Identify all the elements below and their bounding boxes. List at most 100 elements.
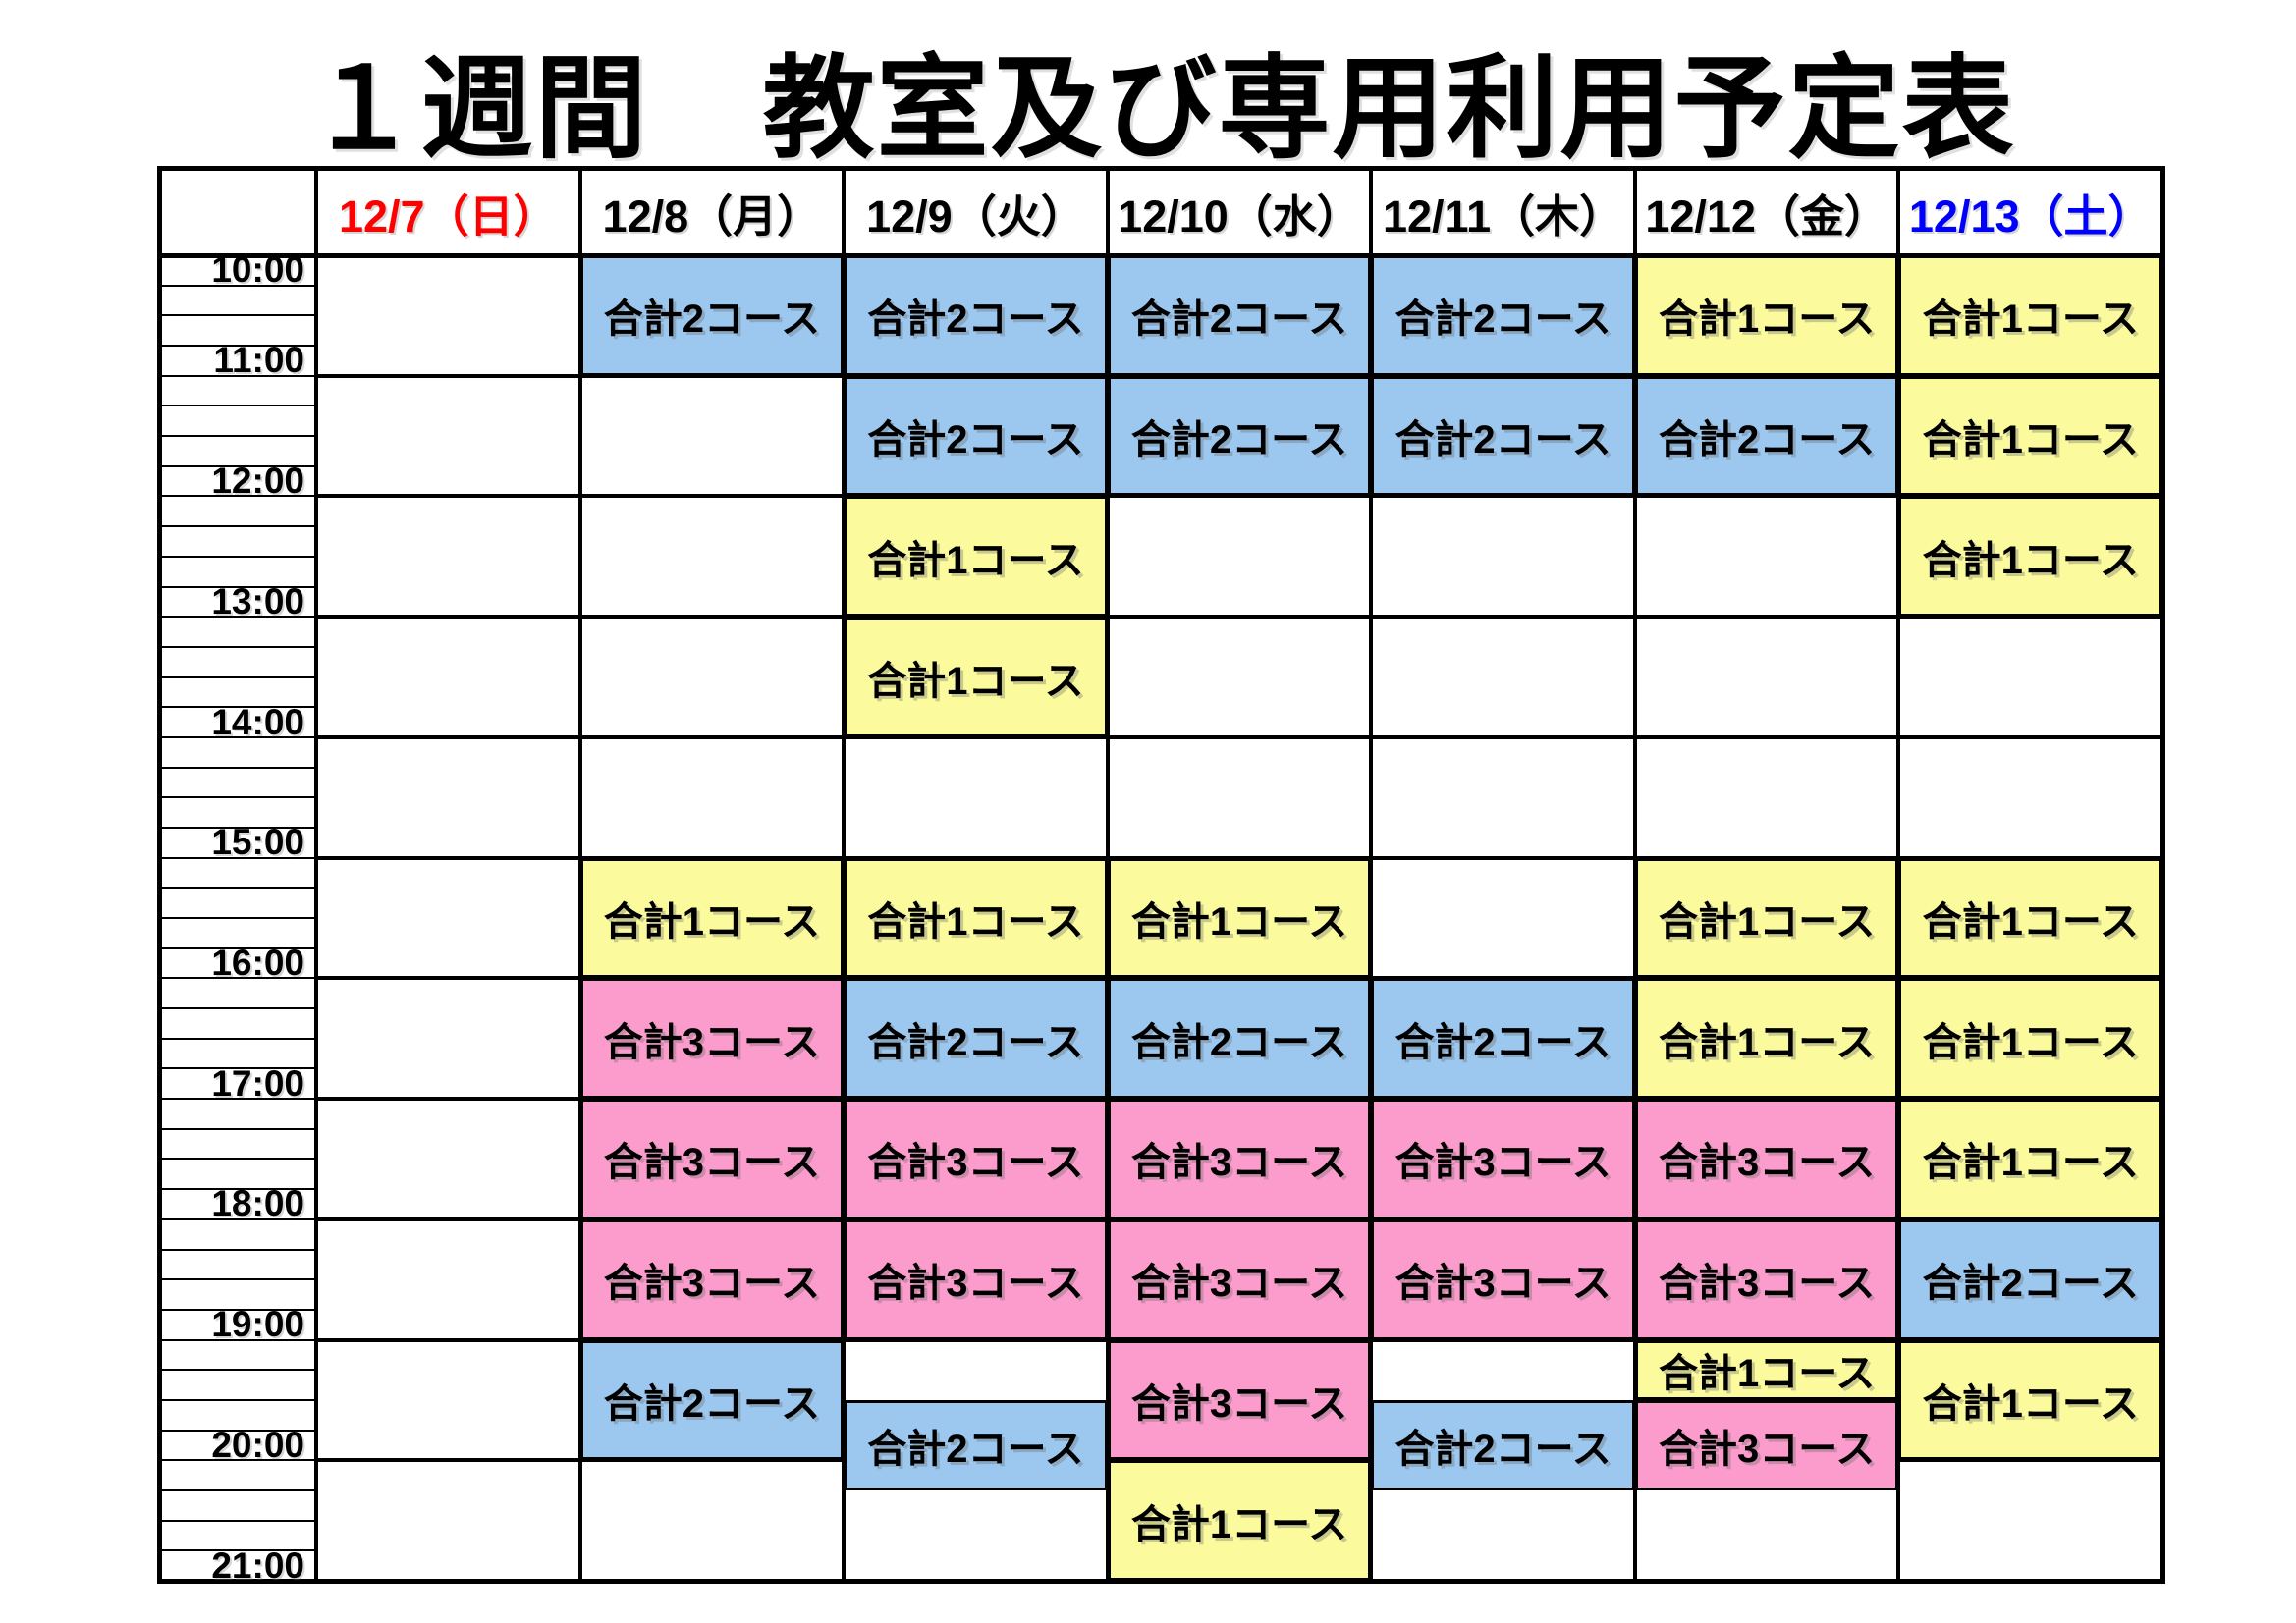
time-grid-line bbox=[160, 1248, 316, 1251]
schedule-cell: 合計2コース bbox=[1898, 1218, 2162, 1340]
day-header: 12/8（月） bbox=[602, 190, 822, 242]
schedule-cell: 合計3コース bbox=[579, 1099, 845, 1219]
schedule-cell: 合計1コース bbox=[844, 496, 1108, 618]
time-grid-line bbox=[160, 796, 316, 799]
schedule-cell: 合計1コース bbox=[1634, 978, 1899, 1100]
schedule-cell: 合計2コース bbox=[844, 978, 1108, 1100]
time-grid-line bbox=[160, 345, 316, 348]
time-grid-line bbox=[160, 917, 316, 919]
column-separator-line bbox=[1369, 169, 1374, 1581]
schedule-cell: 合計1コース bbox=[1898, 1339, 2162, 1461]
schedule-cell: 合計3コース bbox=[1107, 1099, 1372, 1219]
schedule-cell: 合計1コース bbox=[1107, 857, 1372, 979]
table-outer-border bbox=[157, 166, 2165, 1584]
time-grid-line bbox=[160, 1007, 316, 1010]
schedule-cell: 合計1コース bbox=[1898, 496, 2162, 618]
time-grid-line bbox=[160, 616, 316, 619]
time-label: 19:00 bbox=[211, 1304, 304, 1345]
time-grid-line bbox=[160, 1549, 316, 1552]
time-grid-line bbox=[160, 826, 316, 829]
day-header: 12/12（金） bbox=[1645, 190, 1888, 242]
time-label: 21:00 bbox=[211, 1544, 304, 1586]
schedule-cell: 合計2コース bbox=[1371, 1399, 1635, 1490]
schedule-cell: 合計1コース bbox=[579, 857, 845, 979]
schedule-cell: 合計1コース bbox=[1634, 857, 1899, 979]
schedule-cell: 合計2コース bbox=[579, 1339, 845, 1461]
time-grid-line bbox=[160, 977, 316, 980]
time-grid-line bbox=[160, 676, 316, 678]
schedule-cell: 合計3コース bbox=[844, 1099, 1108, 1219]
schedule-cell: 合計1コース bbox=[1898, 978, 2162, 1100]
time-grid-line bbox=[160, 1429, 316, 1432]
time-grid-line bbox=[160, 947, 316, 949]
schedule-cell: 合計2コース bbox=[579, 255, 845, 376]
schedule-cell: 合計2コース bbox=[1107, 375, 1372, 497]
time-label: 11:00 bbox=[213, 340, 304, 381]
time-label: 14:00 bbox=[211, 701, 304, 742]
time-label: 17:00 bbox=[211, 1062, 304, 1104]
time-label: 20:00 bbox=[211, 1424, 304, 1465]
schedule-cell: 合計3コース bbox=[1634, 1399, 1899, 1490]
schedule-cell: 合計3コース bbox=[1634, 1218, 1899, 1340]
schedule-cell: 合計1コース bbox=[1107, 1460, 1372, 1581]
schedule-cell: 合計3コース bbox=[1371, 1218, 1635, 1340]
time-label: 18:00 bbox=[211, 1183, 304, 1224]
time-grid-line bbox=[160, 1459, 316, 1462]
time-grid-line bbox=[160, 405, 316, 407]
schedule-cell: 合計3コース bbox=[579, 978, 845, 1100]
time-grid-line bbox=[160, 1338, 316, 1341]
time-grid-line bbox=[160, 1369, 316, 1372]
time-grid-line bbox=[160, 1067, 316, 1070]
day-header: 12/7（日） bbox=[338, 190, 558, 242]
time-grid-line bbox=[160, 1308, 316, 1311]
time-grid-line bbox=[160, 645, 316, 648]
schedule-cell: 合計1コース bbox=[1634, 255, 1899, 376]
time-grid-line bbox=[160, 374, 316, 377]
time-grid-line bbox=[160, 1278, 316, 1281]
time-grid-line bbox=[160, 555, 316, 558]
time-grid-line bbox=[160, 525, 316, 528]
time-label: 10:00 bbox=[211, 249, 304, 291]
schedule-cell: 合計1コース bbox=[1898, 375, 2162, 497]
time-label: 15:00 bbox=[211, 822, 304, 863]
schedule-cell: 合計3コース bbox=[844, 1218, 1108, 1340]
time-grid-line bbox=[160, 766, 316, 769]
time-label: 13:00 bbox=[211, 580, 304, 622]
time-grid-line bbox=[160, 284, 316, 287]
time-grid-line bbox=[160, 1188, 316, 1191]
hour-grid-line bbox=[316, 734, 2162, 739]
schedule-cell: 合計3コース bbox=[1107, 1218, 1372, 1340]
time-grid-line bbox=[160, 585, 316, 588]
schedule-cell: 合計3コース bbox=[1107, 1339, 1372, 1461]
schedule-cell: 合計1コース bbox=[844, 857, 1108, 979]
time-grid-line bbox=[160, 1519, 316, 1522]
schedule-cell: 合計2コース bbox=[1107, 978, 1372, 1100]
schedule-cell: 合計2コース bbox=[844, 1399, 1108, 1490]
day-header: 12/10（水） bbox=[1118, 190, 1361, 242]
schedule-cell: 合計3コース bbox=[1371, 1099, 1635, 1219]
time-label: 12:00 bbox=[211, 460, 304, 502]
schedule-cell: 合計2コース bbox=[844, 375, 1108, 497]
time-grid-line bbox=[160, 887, 316, 890]
time-grid-line bbox=[160, 464, 316, 467]
time-grid-line bbox=[160, 1127, 316, 1130]
schedule-cell: 合計2コース bbox=[1634, 375, 1899, 497]
schedule-cell: 合計2コース bbox=[1107, 255, 1372, 376]
schedule-cell: 合計1コース bbox=[1898, 1099, 2162, 1219]
schedule-cell: 合計2コース bbox=[1371, 978, 1635, 1100]
time-grid-line bbox=[160, 435, 316, 438]
time-label: 16:00 bbox=[211, 943, 304, 984]
schedule-cell: 合計1コース bbox=[844, 617, 1108, 737]
day-header: 12/13（土） bbox=[1908, 190, 2153, 242]
time-grid-line bbox=[160, 1098, 316, 1101]
time-grid-line bbox=[160, 1217, 316, 1220]
schedule-cell: 合計2コース bbox=[1371, 255, 1635, 376]
time-grid-line bbox=[160, 1037, 316, 1040]
schedule-cell: 合計1コース bbox=[1634, 1339, 1899, 1400]
hour-grid-line bbox=[316, 615, 2162, 620]
schedule-cell: 合計1コース bbox=[1898, 857, 2162, 979]
schedule-cell: 合計3コース bbox=[1634, 1099, 1899, 1219]
time-grid-line bbox=[160, 1398, 316, 1401]
